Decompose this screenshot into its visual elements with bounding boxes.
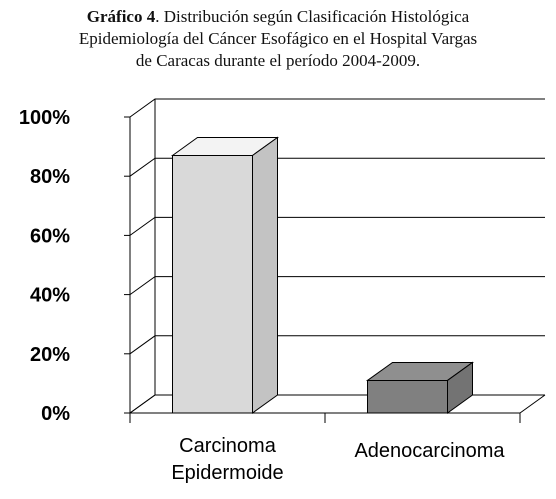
title-line: . Distribución según Clasificación Histo… [155,7,469,26]
y-tick-label: 80% [30,166,70,188]
grid-line [129,276,545,296]
y-tick-label: 100% [19,107,70,129]
y-tick-label: 60% [30,225,70,247]
bar-front [172,154,253,414]
label-line: Carcinoma [179,435,277,457]
y-tick-label: 40% [30,285,70,307]
bar-side [447,361,473,414]
y-tick-label: 20% [30,344,70,366]
bar-side [252,136,278,414]
title-line: de Caracas durante el período 2004-2009. [136,51,420,70]
label-line: Adenocarcinoma [354,440,505,462]
chart-title: Gráfico 4. Distribución según Clasificac… [87,7,470,26]
label-line: Epidermoide [171,462,283,484]
grid-line [129,335,545,355]
y-tick-label: 0% [41,403,70,425]
grid-line [129,157,545,177]
x-tick-label: Adenocarcinoma [354,440,505,462]
floor-right [519,394,546,414]
title-line: Epidemiología del Cáncer Esofágico en el… [79,29,477,48]
x-tick-label: Carcinoma Epidermoide [171,435,283,484]
grid-line [129,98,545,118]
grid-line [129,216,545,236]
bar-front [367,379,448,414]
title-label: Gráfico 4 [87,7,156,26]
